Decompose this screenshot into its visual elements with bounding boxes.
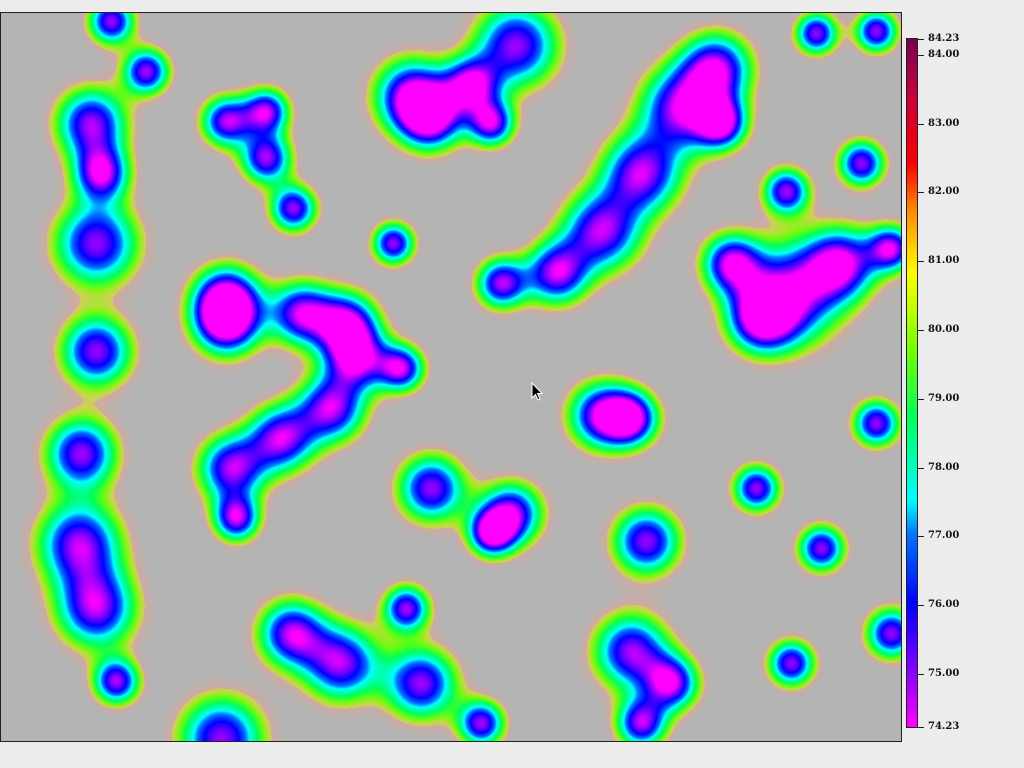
colorbar-tick [918, 261, 924, 262]
heatmap-plot[interactable] [0, 12, 902, 742]
colorbar-axis: 84.23 84.00 83.00 82.00 81.00 80.00 79.00 78.00… [918, 0, 1018, 768]
colorbar-tick-label: 84.00 [928, 50, 959, 60]
colorbar-tick-label: 78.00 [928, 463, 959, 473]
colorbar-tick-label: 82.00 [928, 187, 959, 197]
colorbar-tick [918, 727, 924, 728]
colorbar-tick-label: 75.00 [928, 669, 959, 679]
colorbar-tick [918, 39, 924, 40]
mouse-pointer-icon [531, 382, 545, 402]
heatmap-field [1, 13, 901, 741]
colorbar-tick [918, 192, 924, 193]
colorbar-tick-label: 76.00 [928, 600, 959, 610]
colorbar-tick [918, 399, 924, 400]
colorbar-tick-label: 77.00 [928, 531, 959, 541]
colorbar-tick [918, 468, 924, 469]
colorbar-tick [918, 124, 924, 125]
colorbar [906, 38, 918, 728]
colorbar-tick [918, 674, 924, 675]
colorbar-tick-label: 84.23 [928, 34, 959, 44]
colorbar-tick [918, 605, 924, 606]
colorbar-tick [918, 55, 924, 56]
colorbar-tick-label: 83.00 [928, 119, 959, 129]
colorbar-tick-label: 74.23 [928, 722, 959, 732]
colorbar-tick [918, 330, 924, 331]
colorbar-tick [918, 536, 924, 537]
colorbar-tick-label: 80.00 [928, 325, 959, 335]
colorbar-tick-label: 79.00 [928, 394, 959, 404]
colorbar-tick-label: 81.00 [928, 256, 959, 266]
